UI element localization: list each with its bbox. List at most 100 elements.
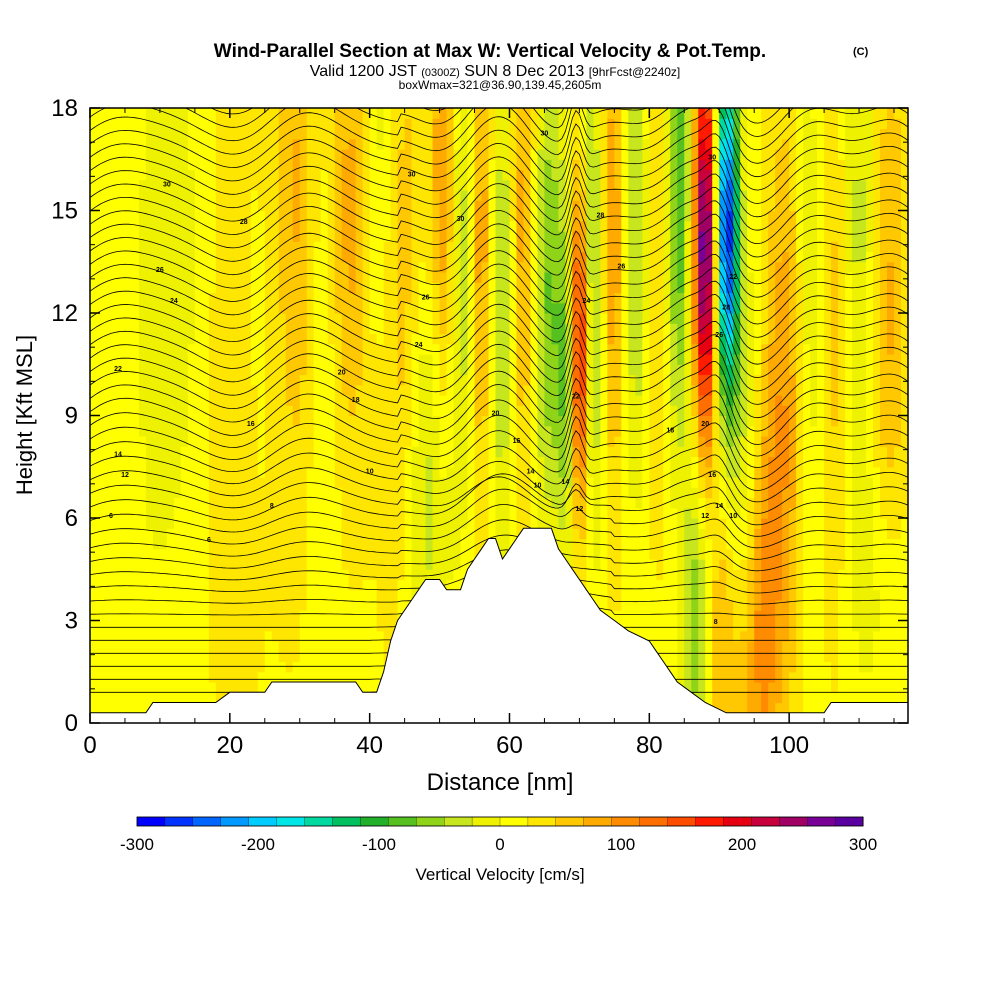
velocity-cell bbox=[600, 364, 608, 376]
velocity-cell bbox=[425, 323, 434, 335]
velocity-cell bbox=[614, 179, 622, 191]
velocity-cell bbox=[257, 425, 266, 437]
velocity-cell bbox=[152, 179, 161, 191]
velocity-cell bbox=[292, 661, 301, 673]
velocity-cell bbox=[152, 395, 161, 406]
velocity-cell bbox=[488, 487, 497, 499]
velocity-cell bbox=[516, 446, 525, 458]
velocity-cell bbox=[236, 671, 245, 683]
velocity-cell bbox=[502, 231, 511, 242]
velocity-cell bbox=[180, 528, 189, 540]
velocity-cell bbox=[103, 169, 112, 181]
velocity-cell bbox=[327, 415, 336, 427]
velocity-cell bbox=[383, 292, 392, 304]
velocity-cell bbox=[299, 538, 308, 550]
velocity-cell bbox=[208, 651, 217, 663]
velocity-cell bbox=[390, 548, 399, 560]
velocity-cell bbox=[166, 292, 175, 304]
velocity-cell bbox=[551, 128, 560, 140]
velocity-cell bbox=[138, 436, 147, 447]
velocity-cell bbox=[159, 671, 168, 683]
velocity-cell bbox=[460, 456, 469, 468]
velocity-cell bbox=[152, 374, 161, 386]
velocity-cell bbox=[523, 220, 532, 232]
velocity-cell bbox=[635, 507, 643, 519]
velocity-cell bbox=[264, 497, 273, 509]
velocity-cell bbox=[614, 313, 622, 324]
velocity-cell bbox=[124, 333, 133, 345]
velocity-cell bbox=[397, 138, 406, 150]
velocity-cell bbox=[215, 661, 224, 673]
velocity-cell bbox=[180, 487, 189, 499]
velocity-cell bbox=[628, 436, 636, 447]
velocity-cell bbox=[271, 333, 280, 345]
velocity-cell bbox=[194, 159, 203, 171]
velocity-cell bbox=[502, 436, 511, 447]
velocity-cell bbox=[397, 589, 406, 601]
velocity-cell bbox=[327, 231, 336, 242]
velocity-cell bbox=[145, 323, 154, 335]
velocity-cell bbox=[215, 118, 224, 130]
velocity-cell bbox=[593, 466, 601, 478]
velocity-cell bbox=[404, 436, 413, 447]
velocity-cell bbox=[621, 159, 629, 171]
velocity-cell bbox=[299, 415, 308, 427]
velocity-cell bbox=[173, 108, 182, 119]
velocity-cell bbox=[390, 528, 399, 540]
velocity-cell bbox=[460, 466, 469, 478]
velocity-cell bbox=[334, 179, 343, 191]
velocity-cell bbox=[621, 138, 629, 150]
velocity-cell bbox=[467, 374, 476, 386]
velocity-cell bbox=[285, 487, 294, 499]
velocity-cell bbox=[355, 456, 364, 468]
velocity-cell bbox=[341, 159, 350, 171]
velocity-cell bbox=[243, 149, 252, 160]
velocity-cell bbox=[516, 231, 525, 242]
velocity-cell bbox=[656, 292, 664, 304]
velocity-cell bbox=[558, 128, 567, 140]
velocity-cell bbox=[215, 446, 224, 458]
velocity-cell bbox=[313, 456, 322, 468]
velocity-cell bbox=[341, 343, 350, 355]
velocity-cell bbox=[390, 333, 399, 345]
velocity-cell bbox=[194, 436, 203, 447]
velocity-cell bbox=[635, 589, 643, 601]
velocity-cell bbox=[236, 220, 245, 232]
velocity-cell bbox=[201, 518, 210, 529]
velocity-cell bbox=[138, 210, 147, 222]
velocity-cell bbox=[96, 630, 105, 642]
velocity-cell bbox=[348, 292, 357, 304]
velocity-cell bbox=[663, 292, 671, 304]
velocity-cell bbox=[145, 333, 154, 345]
velocity-cell bbox=[180, 313, 189, 324]
velocity-cell bbox=[257, 548, 266, 560]
velocity-cell bbox=[460, 282, 469, 294]
velocity-cell bbox=[145, 528, 154, 540]
velocity-cell bbox=[411, 261, 420, 273]
velocity-cell bbox=[397, 384, 406, 396]
velocity-cell bbox=[621, 548, 629, 560]
velocity-cell bbox=[159, 292, 168, 304]
velocity-cell bbox=[663, 231, 671, 242]
velocity-cell bbox=[635, 456, 643, 468]
velocity-cell bbox=[390, 159, 399, 171]
velocity-cell bbox=[649, 559, 657, 570]
velocity-cell bbox=[117, 364, 126, 376]
velocity-cell bbox=[138, 507, 147, 519]
velocity-cell bbox=[243, 589, 252, 601]
velocity-cell bbox=[572, 497, 580, 509]
velocity-cell bbox=[488, 108, 497, 119]
velocity-cell bbox=[593, 200, 601, 212]
velocity-cell bbox=[411, 395, 420, 406]
velocity-cell bbox=[383, 302, 392, 314]
velocity-cell bbox=[369, 261, 378, 273]
velocity-cell bbox=[222, 179, 231, 191]
velocity-cell bbox=[621, 559, 629, 570]
velocity-cell bbox=[348, 538, 357, 550]
velocity-cell bbox=[516, 128, 525, 140]
velocity-cell bbox=[579, 528, 587, 540]
velocity-cell bbox=[222, 210, 231, 222]
velocity-cell bbox=[173, 405, 182, 417]
velocity-cell bbox=[110, 456, 119, 468]
velocity-cell bbox=[292, 548, 301, 560]
